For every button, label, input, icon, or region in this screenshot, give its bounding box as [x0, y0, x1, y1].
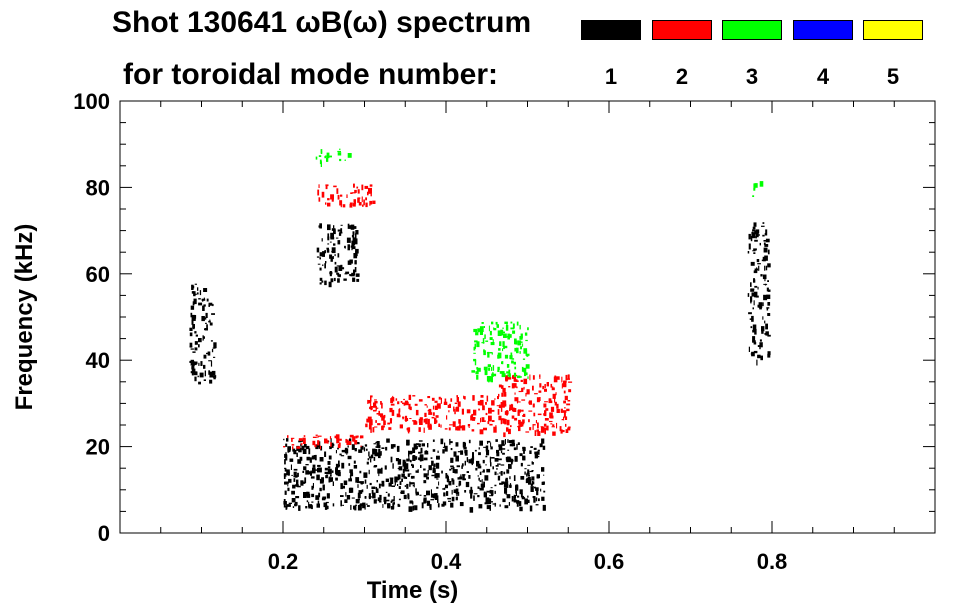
y-tick-label: 80: [86, 175, 110, 200]
legend-label-mode-5: 5: [886, 64, 900, 89]
legend-label-mode-2: 2: [675, 64, 689, 89]
legend-swatch-mode-3: [722, 20, 782, 40]
chart-subtitle: for toroidal mode number:: [123, 58, 498, 91]
y-tick-label: 20: [86, 435, 110, 460]
y-tick-label: 60: [86, 262, 110, 287]
plot-frame: [119, 100, 936, 534]
spectral-feature-mode-2: [317, 183, 376, 208]
x-tick-label: 0.6: [594, 549, 625, 574]
spectral-feature-mode-1: [189, 283, 217, 385]
spectral-feature-mode-2: [365, 394, 497, 435]
x-tick-label: 0.2: [268, 549, 299, 574]
legend-swatch-mode-2: [652, 20, 712, 40]
y-tick-label: 40: [86, 348, 110, 373]
spectral-feature-mode-1: [316, 223, 360, 288]
spectral-feature-mode-3: [315, 148, 352, 167]
legend-label-mode-4: 4: [816, 64, 830, 89]
legend-swatch-mode-1: [581, 20, 641, 40]
spectral-feature-mode-2: [283, 434, 364, 450]
spectral-feature-mode-3: [752, 181, 764, 197]
x-tick-label: 0.4: [431, 549, 462, 574]
chart-title: Shot 130641 ωB(ω) spectrum: [112, 6, 532, 39]
legend-swatch-mode-5: [863, 20, 923, 40]
legend-label-mode-1: 1: [604, 64, 618, 89]
y-axis-title: Frequency (kHz): [11, 224, 38, 411]
spectral-feature-mode-1: [747, 222, 771, 366]
spectral-feature-mode-2: [495, 374, 573, 438]
x-axis-title: Time (s): [367, 577, 459, 604]
y-tick-label: 100: [73, 89, 110, 114]
y-tick-label: 0: [98, 521, 110, 546]
legend-swatch-mode-4: [793, 20, 853, 40]
spectral-feature-mode-1: [283, 438, 546, 513]
spectral-feature-mode-3: [471, 321, 530, 383]
legend-label-mode-3: 3: [745, 64, 759, 89]
x-tick-label: 0.8: [757, 549, 788, 574]
